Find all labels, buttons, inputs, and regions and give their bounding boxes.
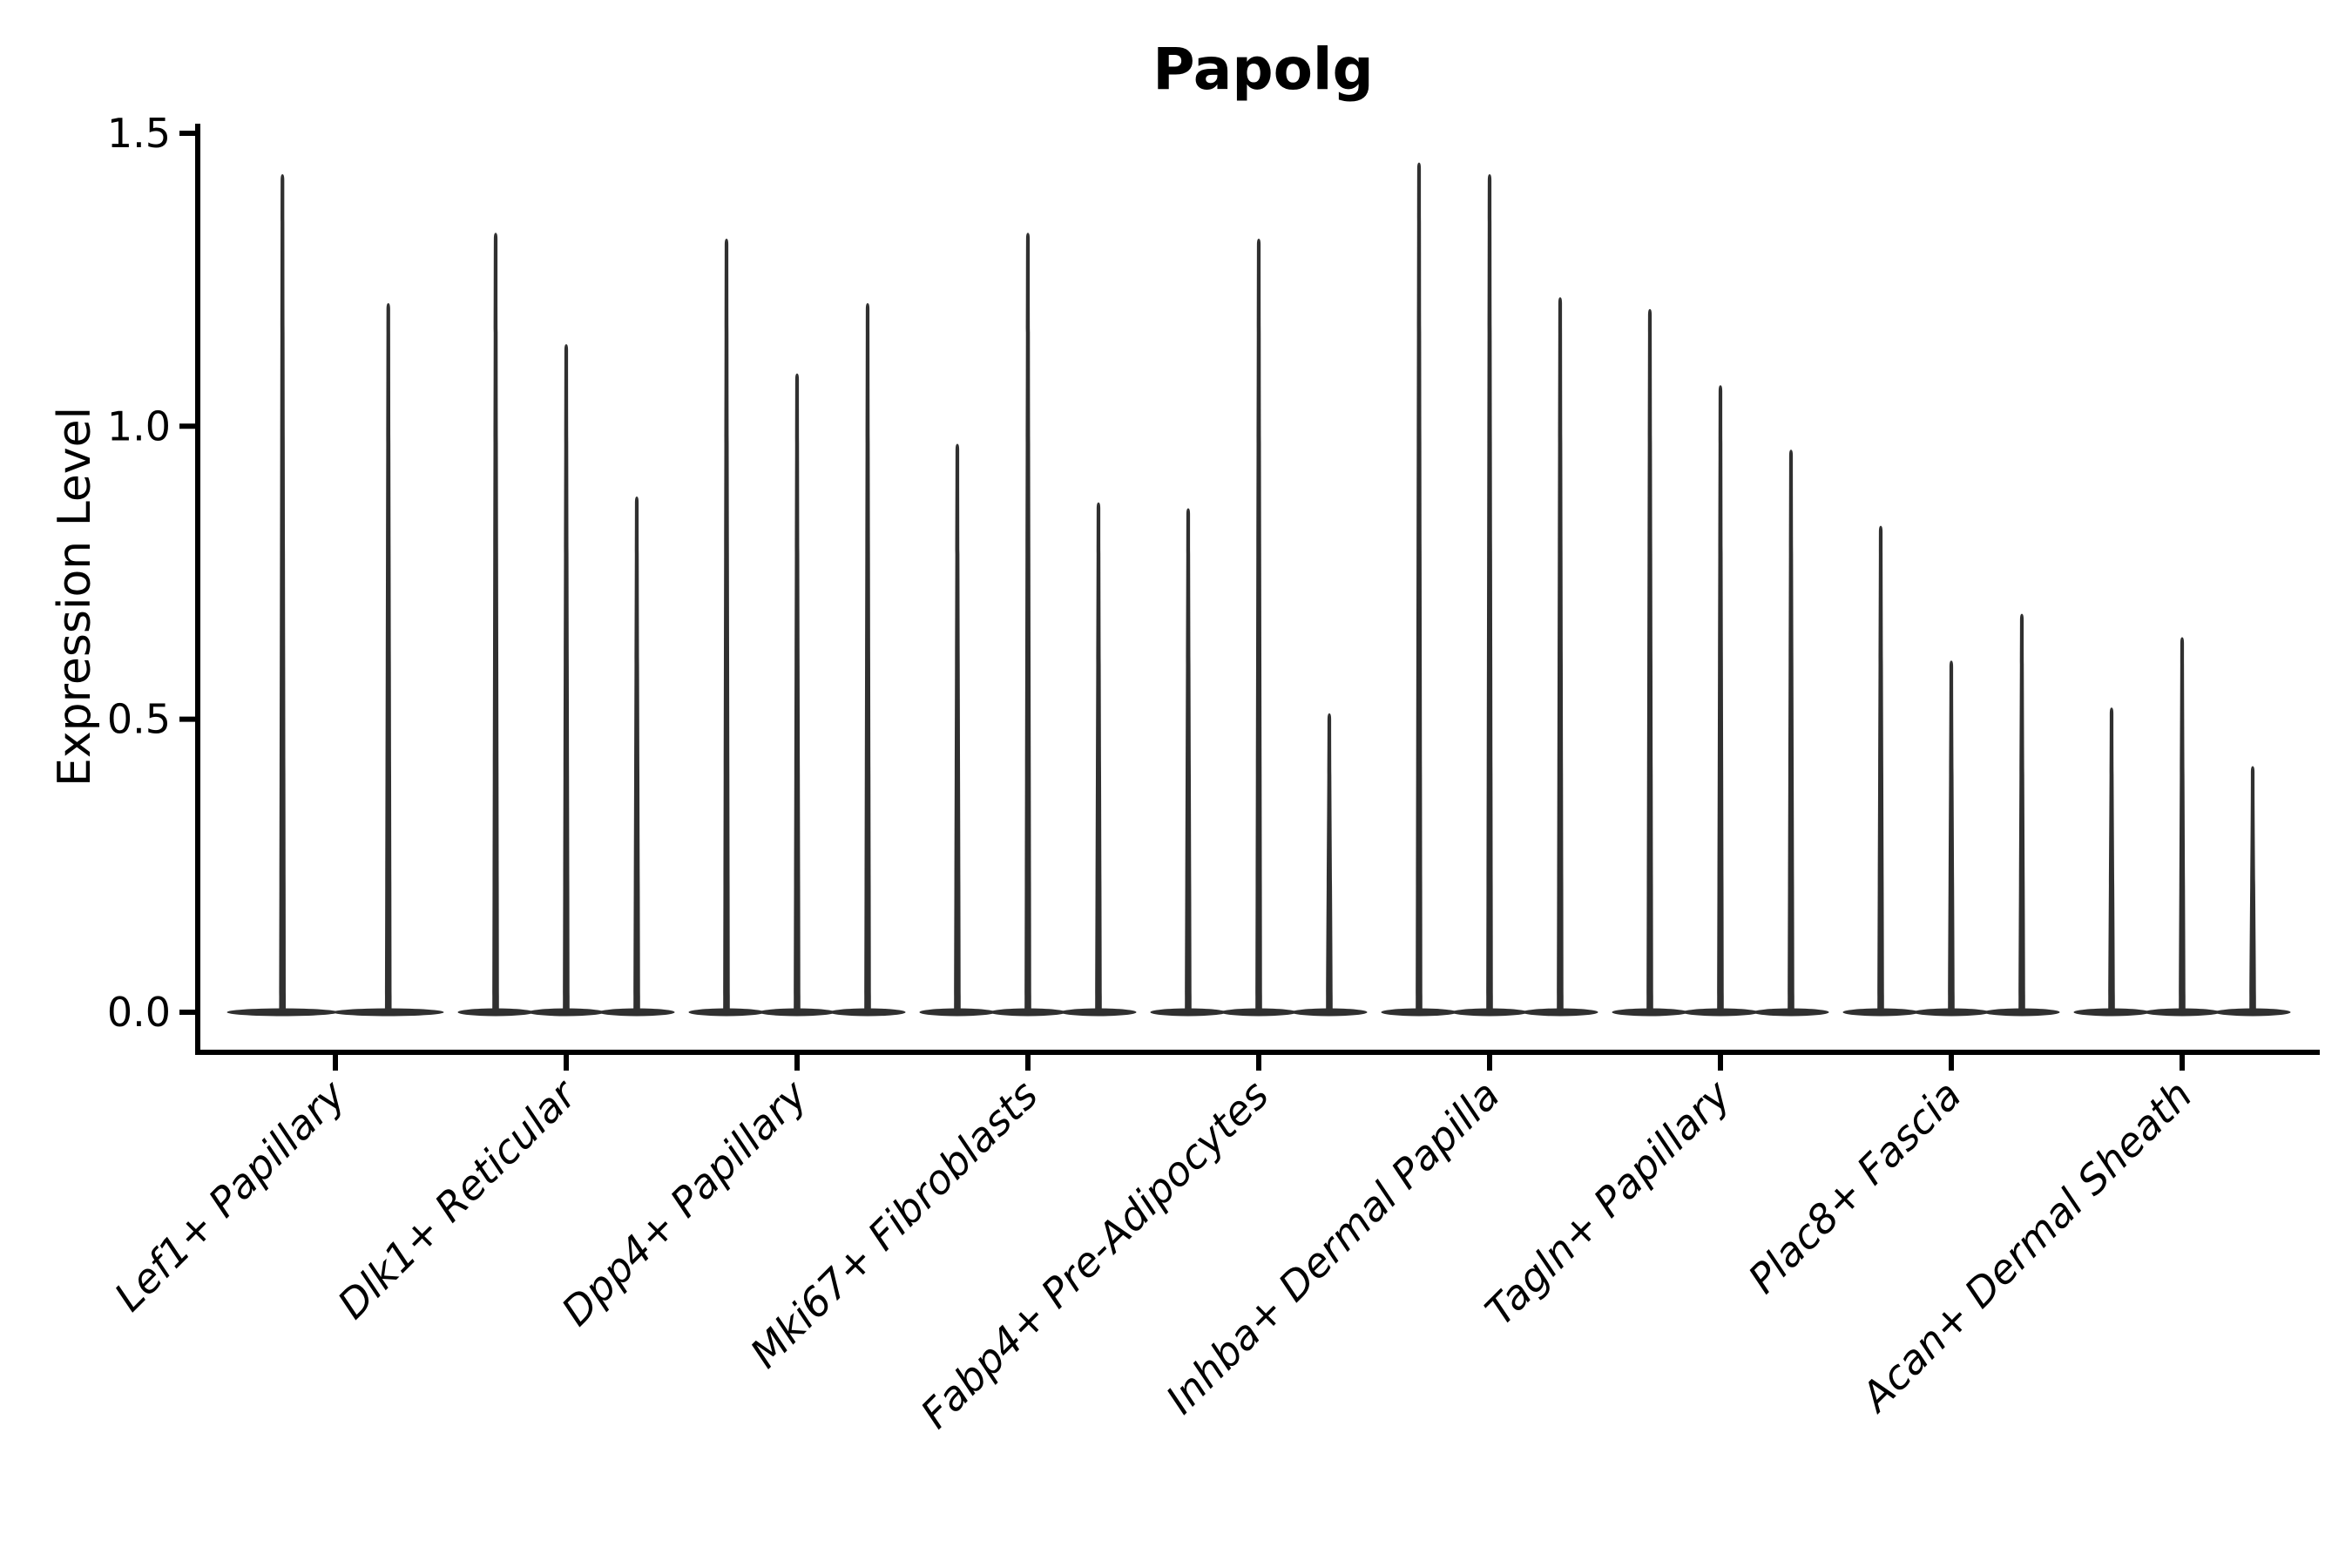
violin-spike <box>2108 707 2115 1012</box>
violin-spike <box>1948 660 1955 1012</box>
violin-spike <box>1326 713 1333 1012</box>
violin-spike <box>2018 613 2025 1012</box>
violin-group <box>457 233 675 1017</box>
y-tick-label: 0.0 <box>107 989 171 1036</box>
violin-spike <box>492 233 499 1013</box>
violin-group <box>226 174 444 1017</box>
violin-group <box>1842 525 2060 1017</box>
violin-spike <box>2179 637 2186 1012</box>
violin-spike <box>1185 508 1192 1012</box>
y-tick-label: 1.0 <box>107 402 171 449</box>
violin-spike <box>1024 233 1031 1013</box>
violin-spike <box>563 344 570 1012</box>
violin-spike <box>1877 525 1884 1012</box>
violins-layer <box>226 162 2291 1017</box>
violin-spike <box>633 497 640 1012</box>
x-tick-label: Tagln+ Papillary <box>1476 1071 1740 1335</box>
violin-spike <box>954 443 961 1013</box>
y-axis-ticks-layer: 0.0 0.5 1.0 1.5 <box>107 110 198 1036</box>
y-axis-label: Expression Level <box>49 407 101 787</box>
y-tick-label: 0.5 <box>107 696 171 743</box>
violin-spike <box>1788 449 1794 1012</box>
violin-spike <box>1557 297 1564 1012</box>
violin-group <box>2073 637 2291 1017</box>
violin-spike <box>864 303 871 1013</box>
violin-spike <box>1486 174 1493 1012</box>
violin-group <box>1612 308 1829 1017</box>
violin-spike <box>1416 162 1423 1012</box>
violin-spike <box>2249 766 2256 1012</box>
violin-spike <box>794 373 801 1013</box>
violin-spike <box>723 239 730 1012</box>
violin-spike <box>1255 239 1262 1012</box>
x-tick-label: Dpp4+ Papillary <box>552 1071 816 1335</box>
x-tick-label: Lef1+ Papillary <box>105 1071 355 1320</box>
violin-spike <box>1095 502 1102 1012</box>
violin-spike <box>1717 385 1724 1012</box>
x-tick-label: Dlk1+ Reticular <box>328 1069 587 1328</box>
violin-spike <box>279 174 287 1012</box>
violin-group <box>1381 162 1598 1017</box>
violin-spike <box>384 303 392 1013</box>
x-tick-label: Plac8+ Fascia <box>1739 1071 1970 1302</box>
violin-group <box>688 239 906 1017</box>
y-tick-label: 1.5 <box>107 110 171 157</box>
violin-group <box>1150 239 1368 1017</box>
chart-title: Papolg <box>1152 36 1374 103</box>
violin-group <box>919 233 1137 1017</box>
violin-spike <box>1646 308 1653 1012</box>
